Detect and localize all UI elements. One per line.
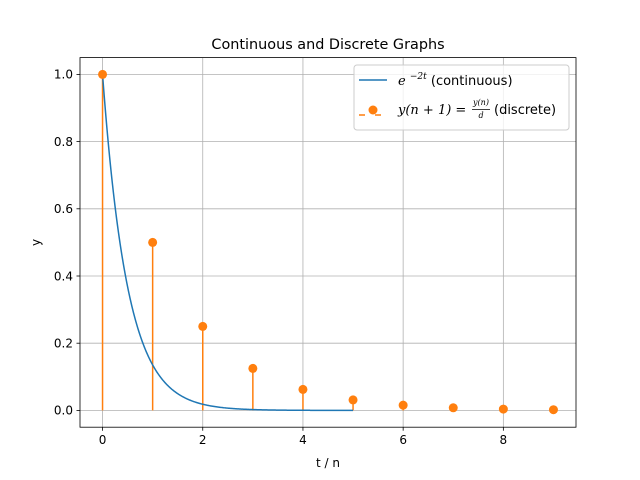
legend-discrete-denominator: d <box>478 111 483 120</box>
legend-continuous-exponent: −2t <box>410 72 427 82</box>
discrete-point <box>148 237 158 247</box>
x-axis-ticks: 0 2 4 6 8 <box>99 427 507 447</box>
x-tick-label: 6 <box>399 433 407 447</box>
x-axis-label: t / n <box>316 456 340 470</box>
discrete-point <box>398 400 408 410</box>
discrete-point <box>448 403 458 413</box>
discrete-point <box>548 405 558 415</box>
x-tick-label: 2 <box>199 433 207 447</box>
discrete-point <box>498 404 508 414</box>
x-tick-label: 0 <box>99 433 107 447</box>
legend-discrete-suffix: (discrete) <box>494 103 556 118</box>
y-tick-label: 0.6 <box>54 202 73 216</box>
legend-discrete-swatch-marker <box>368 105 378 115</box>
y-tick-label: 0.4 <box>54 269 73 283</box>
legend-discrete-numerator: y(n) <box>472 98 489 107</box>
y-tick-label: 0.0 <box>54 404 73 418</box>
y-axis-label: y <box>29 239 43 246</box>
plot-frame <box>79 57 577 428</box>
legend-discrete-lhs: y(n + 1) = <box>397 103 466 118</box>
y-tick-label: 1.0 <box>54 68 73 82</box>
continuous-curve <box>101 74 354 412</box>
discrete-markers <box>98 69 558 415</box>
legend-discrete-label: y(n + 1) = <box>397 103 466 118</box>
legend-box <box>353 64 570 131</box>
discrete-point <box>298 384 308 394</box>
legend-continuous-label: e −2t (continuous) <box>398 68 513 89</box>
x-tick-label: 4 <box>299 433 307 447</box>
y-tick-label: 0.8 <box>54 135 73 149</box>
legend: e −2t (continuous) y(n + 1) = y(n) d (di… <box>353 64 570 131</box>
discrete-point <box>248 363 258 373</box>
chart-title: Continuous and Discrete Graphs <box>211 37 444 53</box>
y-axis-ticks: 0.0 0.2 0.4 0.6 0.8 1.0 <box>54 68 80 418</box>
legend-continuous-suffix: (continuous) <box>431 74 513 89</box>
continuous-curve-layer <box>101 74 354 412</box>
legend-continuous-base: e <box>398 74 406 89</box>
discrete-point <box>198 321 208 331</box>
y-tick-label: 0.2 <box>54 337 73 351</box>
discrete-point <box>348 395 358 405</box>
discrete-point <box>98 69 108 79</box>
x-tick-label: 8 <box>500 433 508 447</box>
